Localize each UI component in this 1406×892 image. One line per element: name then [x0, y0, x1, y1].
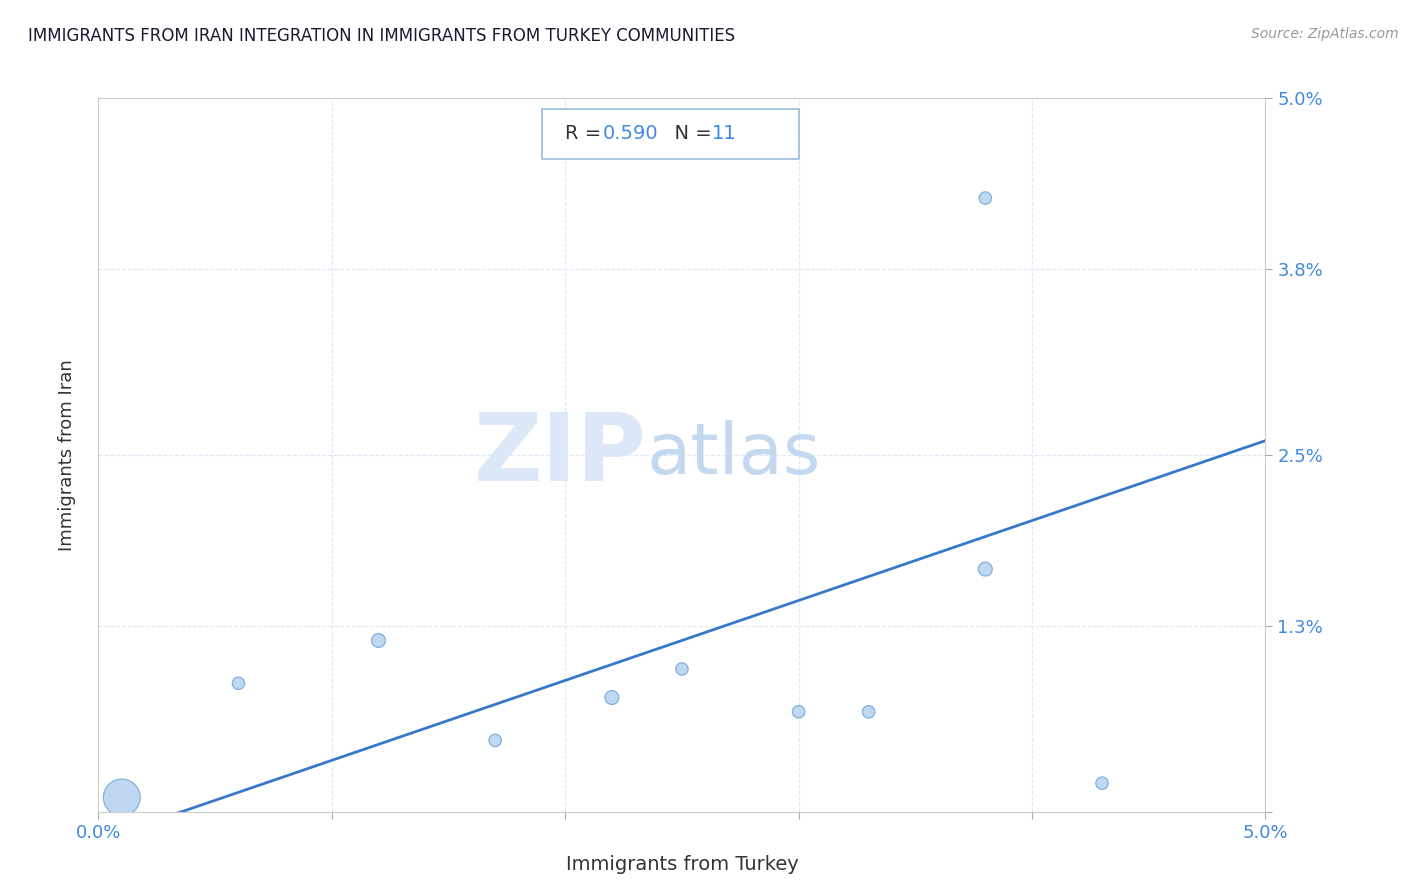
Text: atlas: atlas	[647, 420, 821, 490]
Point	[111, 790, 134, 805]
Point	[787, 705, 810, 719]
Point	[484, 733, 506, 747]
X-axis label: Immigrants from Turkey: Immigrants from Turkey	[565, 855, 799, 874]
Text: IMMIGRANTS FROM IRAN INTEGRATION IN IMMIGRANTS FROM TURKEY COMMUNITIES: IMMIGRANTS FROM IRAN INTEGRATION IN IMMI…	[28, 27, 735, 45]
Text: N =: N =	[662, 124, 718, 144]
Point	[600, 690, 623, 705]
Point	[1091, 776, 1114, 790]
Text: ZIP: ZIP	[474, 409, 647, 501]
Point	[367, 633, 389, 648]
Y-axis label: Immigrants from Iran: Immigrants from Iran	[58, 359, 76, 550]
Point	[974, 191, 997, 205]
Point	[671, 662, 693, 676]
Point	[974, 562, 997, 576]
Text: R =: R =	[565, 124, 607, 144]
FancyBboxPatch shape	[541, 109, 799, 159]
Text: 0.590: 0.590	[603, 124, 658, 144]
Point	[858, 705, 880, 719]
Point	[228, 676, 250, 690]
Text: 11: 11	[713, 124, 737, 144]
Text: Source: ZipAtlas.com: Source: ZipAtlas.com	[1251, 27, 1399, 41]
